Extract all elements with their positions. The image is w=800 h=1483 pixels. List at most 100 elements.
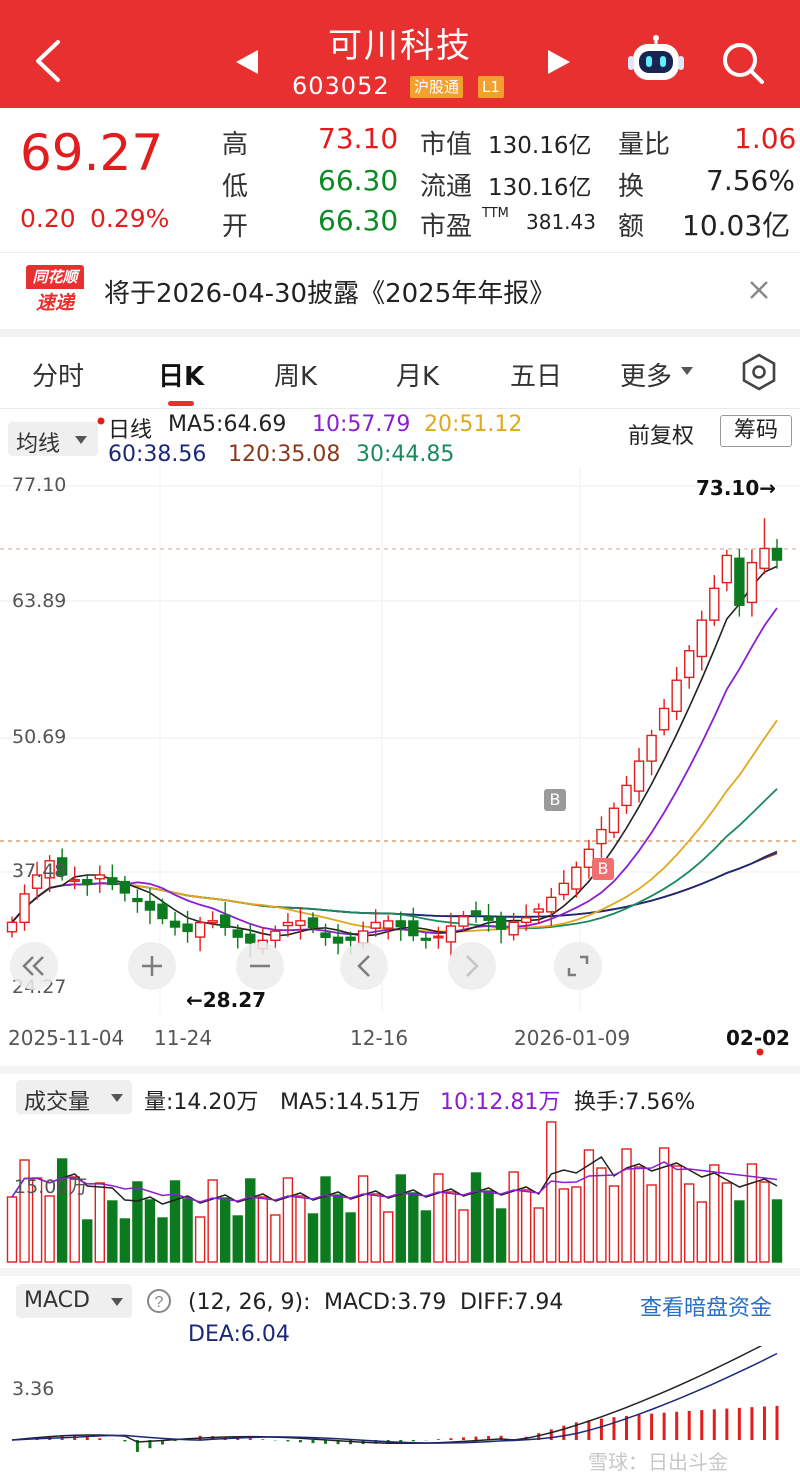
fullscreen-button[interactable] [554, 942, 602, 990]
buy-signal-badge[interactable]: B [544, 789, 566, 811]
prev-stock-icon[interactable] [234, 48, 262, 76]
volume-bar [370, 1193, 381, 1263]
minus-icon [250, 964, 270, 968]
buy-signal-badge[interactable]: B [592, 858, 614, 880]
volume-bar [107, 1200, 118, 1263]
volume-bar [621, 1148, 632, 1263]
volume-bar [408, 1192, 419, 1263]
help-icon[interactable]: ? [146, 1288, 172, 1314]
search-icon[interactable] [720, 40, 766, 86]
volume-bar [257, 1196, 269, 1263]
volume-bar [433, 1173, 444, 1263]
volume-bar [19, 1159, 30, 1263]
candle-body [219, 914, 231, 928]
volume-indicator-select[interactable]: 成交量 [16, 1080, 132, 1115]
open-value: 66.30 [318, 204, 399, 237]
tab-intraday[interactable]: 分时 [32, 362, 85, 392]
candle-body [245, 933, 256, 944]
candle-body [408, 920, 419, 937]
level-badge: L1 [478, 76, 504, 98]
ma10-value: 10:57.79 [312, 412, 411, 437]
volume-chart[interactable] [0, 1120, 800, 1266]
tab-daily-k[interactable]: 日K [158, 362, 205, 392]
volume-bar [295, 1195, 306, 1263]
news-banner[interactable]: 同花顺 速递 将于2026-04-30披露《2025年年报》 [0, 253, 800, 329]
volratio-value: 1.06 [734, 122, 797, 155]
status-dot-icon [97, 417, 105, 425]
volume-bar [658, 1147, 670, 1263]
low-label: 低 [222, 172, 249, 202]
amount-label: 额 [618, 212, 645, 242]
settings-hexagon-icon[interactable] [740, 352, 778, 392]
robot-assistant-icon[interactable] [628, 34, 684, 86]
kline-chart[interactable] [0, 466, 800, 1012]
volume-bar [520, 1189, 532, 1263]
tab-five-day[interactable]: 五日 [510, 362, 563, 392]
volume-bar [633, 1166, 645, 1263]
volume-bar [684, 1183, 695, 1263]
tab-more[interactable]: 更多 [620, 362, 673, 392]
candle-body [270, 930, 281, 941]
fullscreen-icon [567, 955, 589, 977]
next-stock-icon[interactable] [544, 48, 572, 76]
dea-value: DEA:6.04 [188, 1322, 290, 1347]
candle-body [31, 874, 43, 889]
ths-logo: 同花顺 速递 [26, 265, 84, 317]
macd-indicator-select[interactable]: MACD [16, 1284, 132, 1318]
candle-body [458, 915, 469, 927]
candle-body [295, 920, 306, 927]
adjust-mode[interactable]: 前复权 [628, 424, 695, 449]
stock-name: 可川科技 [328, 26, 472, 66]
candle-body [144, 900, 156, 911]
candle-body [508, 921, 519, 936]
tab-weekly-k[interactable]: 周K [274, 362, 318, 392]
turnover-label: 换 [618, 172, 645, 202]
indicator-select[interactable]: 均线 [8, 422, 98, 457]
ma5-line [11, 565, 778, 937]
macd-chart[interactable] [0, 1346, 800, 1476]
candle-body [608, 807, 620, 834]
volume-bar [445, 1191, 457, 1263]
volume-bar [69, 1176, 80, 1263]
candle-body [119, 880, 131, 894]
dark-pool-link[interactable]: 查看暗盘资金 [640, 1296, 773, 1321]
plus-icon [142, 956, 162, 976]
back-icon[interactable] [30, 38, 66, 84]
chevron-down-icon [75, 436, 87, 444]
candle-body [182, 923, 193, 933]
tab-monthly-k[interactable]: 月K [396, 362, 440, 392]
close-icon[interactable] [748, 279, 770, 301]
y-tick-label: 50.69 [12, 726, 67, 748]
volume-bar [169, 1180, 181, 1263]
volume-bar [771, 1199, 783, 1263]
candle-body [19, 893, 30, 924]
float-value: 130.16亿 [488, 175, 592, 201]
candle-body [194, 921, 206, 938]
stock-code: 603052 [292, 72, 390, 100]
candle-body [571, 866, 582, 890]
candle-body [232, 929, 243, 938]
zoom-in-button[interactable] [128, 942, 176, 990]
scroll-left-fast-button[interactable] [10, 942, 58, 990]
current-price: 69.27 [20, 124, 164, 182]
candle-body [596, 828, 607, 845]
chips-button[interactable]: 筹码 [720, 415, 792, 447]
scroll-left-button[interactable] [340, 942, 388, 990]
volume-ma10: 10:12.81万 [440, 1090, 561, 1115]
zoom-out-button[interactable] [236, 942, 284, 990]
candle-body [633, 760, 645, 792]
candle-body [520, 917, 532, 924]
pe-ttm-sup: TTM [482, 206, 509, 221]
volume-bar [144, 1199, 156, 1263]
candle-body [282, 921, 294, 927]
line-type-label: 日线 [108, 418, 153, 443]
divider [0, 408, 800, 409]
price-change: 0.20 [20, 204, 76, 233]
dea-line [11, 1352, 778, 1444]
news-text: 将于2026-04-30披露《2025年年报》 [104, 279, 556, 309]
y-tick-label: 63.89 [12, 590, 67, 612]
scroll-right-button[interactable] [448, 942, 496, 990]
candle-body [470, 910, 482, 916]
tab-active-indicator [168, 401, 194, 406]
high-value: 73.10 [318, 122, 399, 155]
